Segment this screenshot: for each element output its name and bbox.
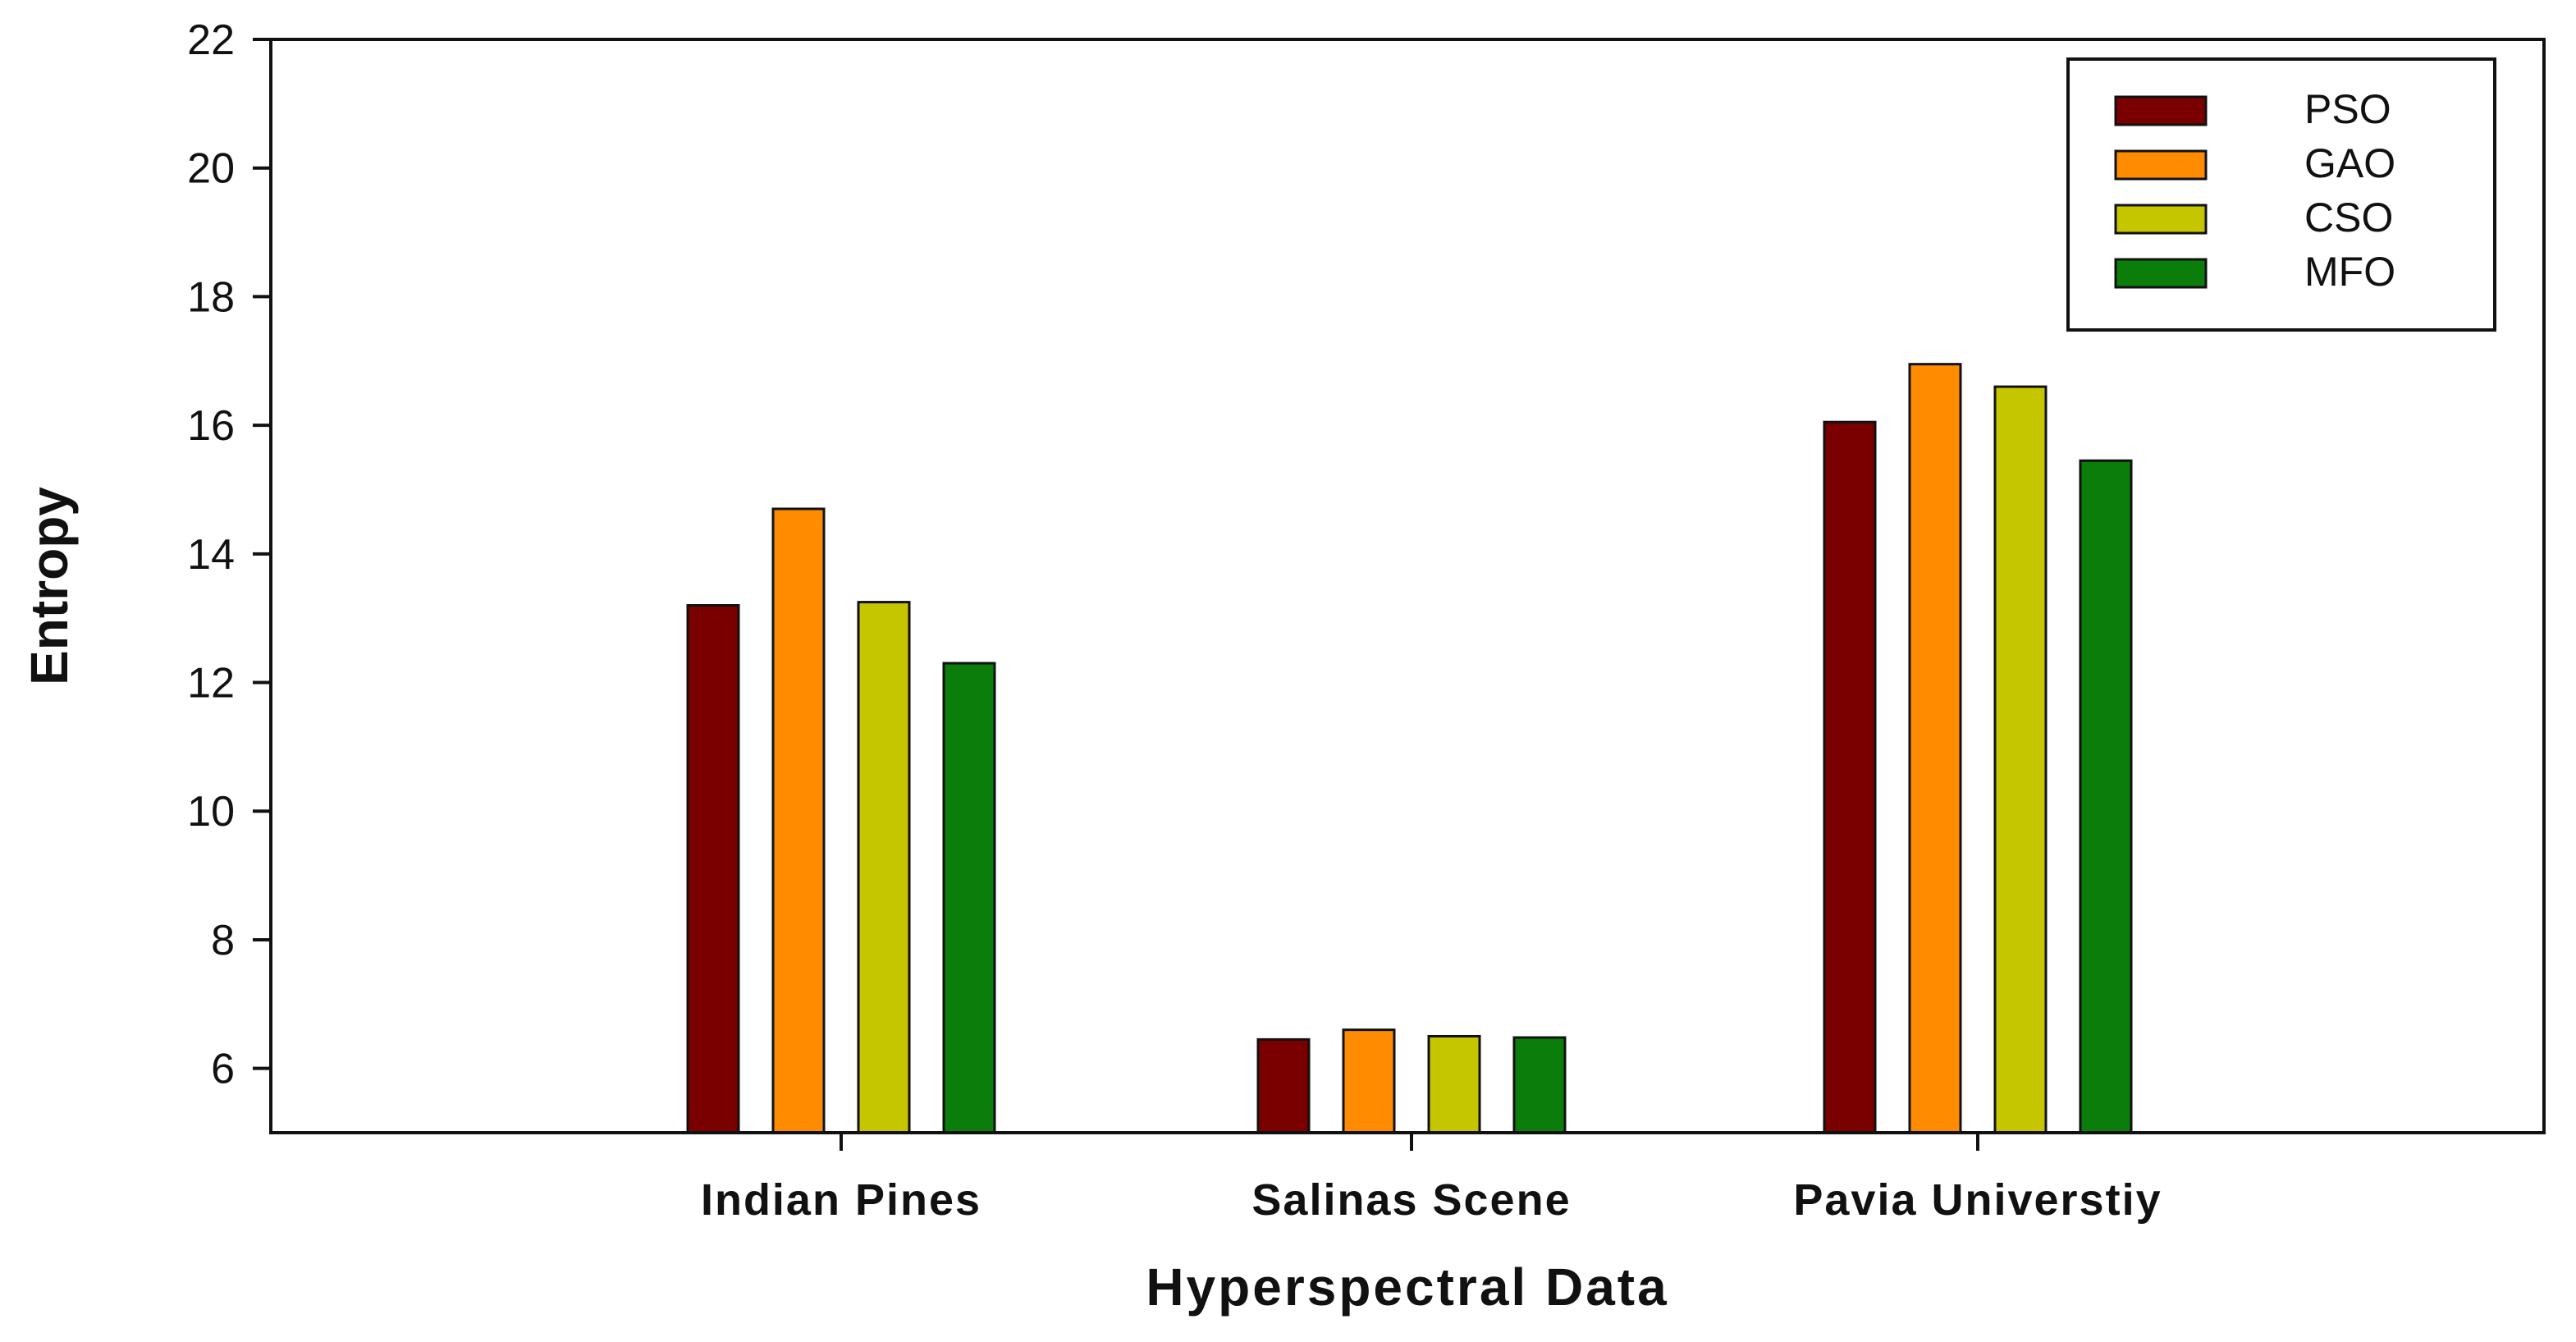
y-tick-label: 12 xyxy=(187,660,235,708)
x-category-label: Pavia Universtiy xyxy=(1793,1175,2162,1225)
bar-pso-1 xyxy=(1256,1037,1311,1134)
y-tick-label: 16 xyxy=(187,402,235,450)
y-tick-label: 10 xyxy=(187,788,235,836)
legend-swatch-mfo xyxy=(2114,258,2208,289)
y-tick-label: 8 xyxy=(211,917,235,964)
bar-pso-2 xyxy=(1823,420,1877,1134)
x-category-label: Indian Pines xyxy=(701,1175,981,1225)
y-tick-label: 20 xyxy=(187,145,235,193)
y-axis: 6 8 10 12 14 16 18 20 22 xyxy=(187,16,271,1093)
x-axis: Indian Pines Salinas Scene Pavia Universti… xyxy=(701,1133,2162,1225)
bars-layer xyxy=(686,363,2133,1134)
legend-label-pso: PSO xyxy=(2304,86,2391,132)
bar-cso-2 xyxy=(1993,385,2048,1134)
bar-gao-1 xyxy=(1342,1028,1396,1134)
legend-items: PSO GAO CSO MFO xyxy=(2114,86,2395,295)
bar-mfo-1 xyxy=(1512,1036,1567,1134)
y-axis-title: Entropy xyxy=(20,487,79,685)
bar-mfo-2 xyxy=(2079,459,2133,1134)
bar-mfo-0 xyxy=(942,662,996,1134)
legend-label-cso: CSO xyxy=(2304,195,2393,240)
y-tick-label: 14 xyxy=(187,531,235,579)
bar-pso-0 xyxy=(686,604,740,1134)
bar-cso-1 xyxy=(1427,1034,1481,1134)
legend-swatch-cso xyxy=(2114,204,2208,235)
legend-swatch-pso xyxy=(2114,95,2208,126)
plot-frame xyxy=(269,38,2546,1134)
legend-label-gao: GAO xyxy=(2304,140,2395,186)
legend-swatch-gao xyxy=(2114,149,2208,181)
x-category-label: Salinas Scene xyxy=(1251,1175,1571,1225)
y-tick-label: 6 xyxy=(211,1046,235,1093)
y-tick-label: 22 xyxy=(187,16,235,64)
bar-gao-2 xyxy=(1908,363,1962,1134)
bar-cso-0 xyxy=(857,601,911,1134)
y-tick-label: 18 xyxy=(187,273,235,321)
bar-gao-0 xyxy=(771,507,826,1134)
x-axis-title: Hyperspectral Data xyxy=(1146,1257,1668,1317)
legend: PSO GAO CSO MFO xyxy=(2066,57,2496,332)
legend-label-mfo: MFO xyxy=(2304,249,2395,295)
